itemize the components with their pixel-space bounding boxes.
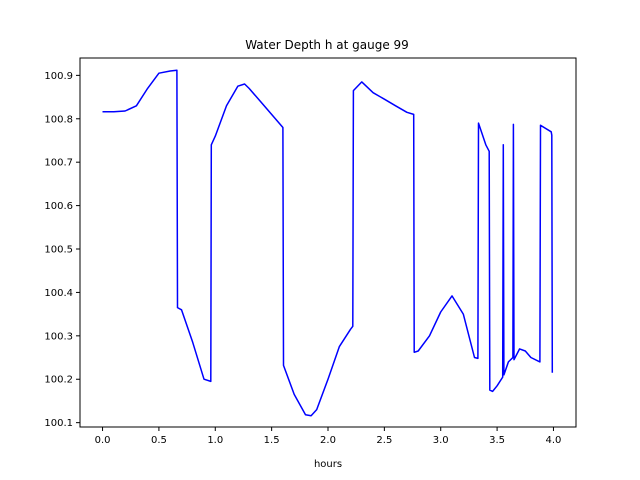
x-tick-label: 1.5	[264, 435, 280, 446]
y-tick-label: 100.3	[44, 331, 73, 342]
y-tick-label: 100.5	[44, 245, 73, 256]
x-tick-label: 1.0	[207, 435, 223, 446]
series-line	[102, 69, 554, 417]
y-tick-label: 100.8	[44, 114, 73, 125]
y-tick-label: 100.6	[44, 201, 73, 212]
x-tick-label: 4.0	[546, 435, 562, 446]
x-tick-label: 3.0	[433, 435, 449, 446]
chart-title: Water Depth h at gauge 99	[245, 38, 409, 52]
y-tick-label: 100.1	[44, 418, 73, 429]
y-tick-label: 100.4	[44, 288, 73, 299]
x-tick-label: 2.0	[320, 435, 336, 446]
x-tick-label: 2.5	[376, 435, 392, 446]
y-tick-label: 100.2	[44, 375, 73, 386]
x-axis-label: hours	[314, 459, 342, 470]
ticks-layer: 0.0 0.5 1.0 1.5 2.0 2.5 3.0 3.5 4.0 100.1 100.2 100…	[44, 71, 561, 446]
x-tick-label: 3.5	[489, 435, 505, 446]
plot-frame	[79, 57, 577, 428]
y-tick-label: 100.9	[44, 71, 73, 82]
x-tick-label: 0.5	[151, 435, 167, 446]
x-tick-label: 0.0	[95, 435, 111, 446]
y-tick-label: 100.7	[44, 158, 73, 169]
